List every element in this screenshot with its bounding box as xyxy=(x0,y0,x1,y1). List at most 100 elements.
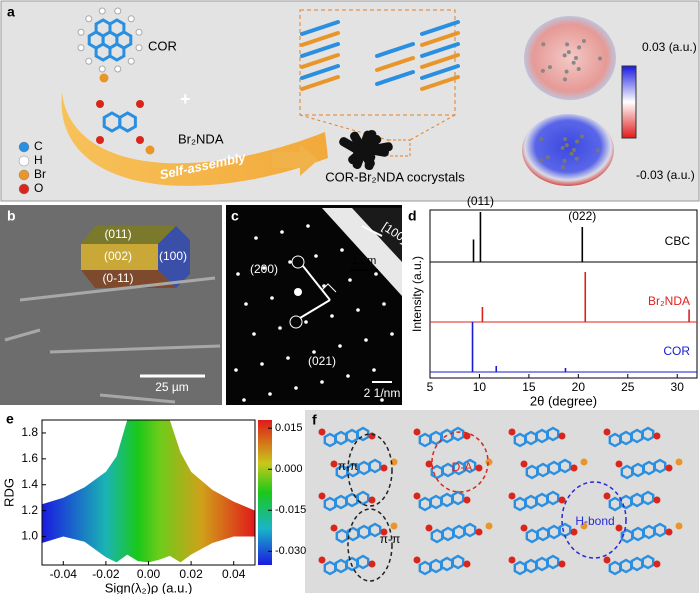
h-atom xyxy=(135,28,143,36)
esp-atom xyxy=(547,65,552,70)
cocrystal-label: COR-Br₂NDA cocrystals xyxy=(325,169,465,184)
packing-o xyxy=(463,432,471,440)
diffraction-spot xyxy=(348,278,352,282)
y-tick-label: 1.8 xyxy=(21,425,38,439)
zoom-box xyxy=(299,9,456,116)
y-tick-label: 1.6 xyxy=(21,451,38,465)
y-axis-label: RDG xyxy=(1,478,16,507)
stack-molecule xyxy=(420,20,460,36)
diffraction-spot xyxy=(320,380,324,384)
atom-legend-marker xyxy=(18,155,30,167)
stack-molecule xyxy=(300,20,340,36)
colorbar-tick-label: -0.015 xyxy=(275,504,306,516)
h-atom xyxy=(114,7,122,15)
packing-ring xyxy=(558,458,572,474)
packing-o xyxy=(653,432,661,440)
x-tick-label: -0.04 xyxy=(50,567,78,581)
packing-ring xyxy=(546,426,560,442)
needle-crystal xyxy=(19,276,216,302)
x-tick-label: 0.04 xyxy=(222,567,246,581)
o-atom xyxy=(96,100,104,108)
atom-legend-label: C xyxy=(34,139,43,153)
indexed-spot-ring xyxy=(291,255,305,269)
esp-atom xyxy=(564,69,569,74)
packing-ring xyxy=(451,490,465,506)
stack-molecule xyxy=(420,53,460,69)
panel-f-bg xyxy=(305,410,699,593)
face-label: (011) xyxy=(104,227,131,241)
h-atom xyxy=(98,65,106,73)
esp-map xyxy=(522,114,614,186)
x-tick-label: 5 xyxy=(427,380,434,394)
peak-annotation: (011) xyxy=(467,194,494,208)
plot-frame xyxy=(429,209,698,379)
esp-atom xyxy=(595,148,600,153)
packing-ring xyxy=(641,554,655,570)
packing-o xyxy=(380,464,388,472)
panel-label: d xyxy=(408,208,417,224)
esp-atom xyxy=(561,165,566,170)
x-axis-label: 2θ (degree) xyxy=(530,393,597,408)
diffraction-spot xyxy=(330,314,334,318)
packing-o xyxy=(615,460,623,468)
x-tick-label: 0.02 xyxy=(179,567,203,581)
face-011 xyxy=(81,226,176,244)
packing-ring xyxy=(653,522,667,538)
scale-label: 25 µm xyxy=(155,380,189,394)
cor-ring xyxy=(108,18,126,38)
stack-molecule xyxy=(300,42,340,58)
peak-annotation: (022) xyxy=(568,209,596,223)
scale-label: 2 1/nm xyxy=(364,386,401,400)
panel-label: a xyxy=(7,4,15,20)
esp-atom xyxy=(541,42,546,47)
diffraction-spot xyxy=(346,374,350,378)
colorbar-tick-label: 0.000 xyxy=(275,463,303,475)
packing-o xyxy=(558,560,566,568)
indexed-spot-ring xyxy=(289,315,303,329)
colorbar xyxy=(258,420,272,565)
diffraction-spot xyxy=(372,368,376,372)
diffraction-spot xyxy=(364,338,368,342)
esp-map xyxy=(524,16,616,100)
diffraction-spot xyxy=(382,302,386,306)
diffraction-spot xyxy=(242,398,246,402)
packing-o xyxy=(520,524,528,532)
assembly-swoosh xyxy=(61,92,328,186)
panel-label: b xyxy=(7,208,16,224)
packing-o xyxy=(425,460,433,468)
packing-o xyxy=(413,556,421,564)
esp-atom xyxy=(577,45,582,50)
packing-o xyxy=(330,524,338,532)
packing-ring xyxy=(653,458,667,474)
cocrystal-rod xyxy=(352,130,373,170)
interaction-ring xyxy=(431,431,489,493)
diffraction-spot xyxy=(270,296,274,300)
packing-ring xyxy=(451,426,465,442)
series-label: Br₂NDA xyxy=(648,294,690,308)
br-atom xyxy=(99,73,109,83)
plus-sign: + xyxy=(180,89,191,109)
packing-o xyxy=(318,556,326,564)
y-tick-label: 1.4 xyxy=(21,477,38,491)
needle-crystal xyxy=(4,328,41,342)
packing-o xyxy=(475,528,483,536)
packing-o xyxy=(413,492,421,500)
x-tick-label: 15 xyxy=(522,380,536,394)
br2nda-label: Br₂NDA xyxy=(178,131,224,146)
packing-ring xyxy=(641,426,655,442)
esp-atom xyxy=(579,134,584,139)
packing-o xyxy=(330,460,338,468)
interaction-label: π-π xyxy=(380,532,401,546)
esp-atom xyxy=(540,68,545,73)
x-tick-label: 25 xyxy=(621,380,635,394)
packing-ring xyxy=(368,522,382,538)
interaction-label: D-A xyxy=(452,460,473,474)
packing-o xyxy=(413,428,421,436)
packing-ring xyxy=(356,554,370,570)
esp-min-label: -0.03 (a.u.) xyxy=(636,168,695,182)
esp-colorbar xyxy=(621,65,637,139)
esp-atom xyxy=(574,156,579,161)
o-atom xyxy=(136,136,144,144)
